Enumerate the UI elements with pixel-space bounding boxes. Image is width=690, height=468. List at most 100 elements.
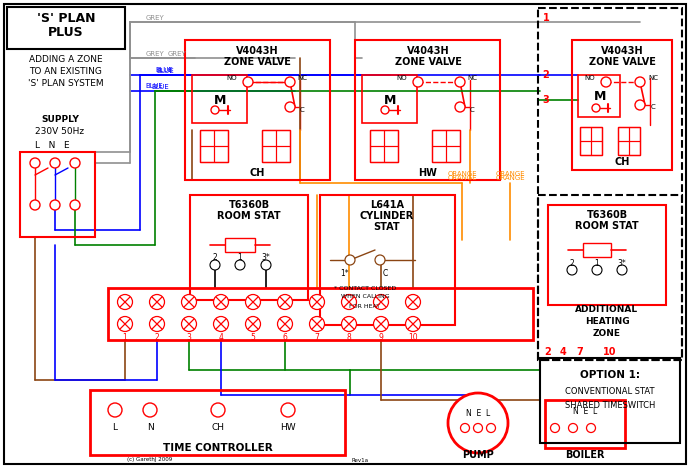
Circle shape — [455, 102, 465, 112]
Bar — [446, 146, 460, 162]
Text: Rev1a: Rev1a — [351, 458, 368, 462]
Circle shape — [30, 200, 40, 210]
Circle shape — [342, 316, 357, 331]
Text: PUMP: PUMP — [462, 450, 494, 460]
Circle shape — [70, 158, 80, 168]
Text: ZONE: ZONE — [593, 329, 621, 338]
Bar — [538, 195, 682, 360]
Text: 7: 7 — [577, 347, 583, 357]
Bar — [591, 141, 602, 155]
Text: ORANGE: ORANGE — [495, 175, 525, 181]
Text: PLUS: PLUS — [48, 27, 83, 39]
Text: 3*: 3* — [618, 258, 627, 268]
Text: 2: 2 — [542, 70, 549, 80]
Circle shape — [117, 294, 132, 309]
Circle shape — [592, 104, 600, 112]
Circle shape — [150, 294, 164, 309]
Bar — [225, 238, 255, 252]
Circle shape — [635, 77, 645, 87]
Bar — [262, 130, 276, 146]
Text: 1: 1 — [542, 13, 549, 23]
Bar — [200, 130, 214, 146]
Text: OPTION 1:: OPTION 1: — [580, 370, 640, 380]
Bar — [446, 130, 460, 146]
Text: BLUE: BLUE — [155, 67, 172, 73]
Circle shape — [373, 294, 388, 309]
Bar — [618, 141, 629, 155]
Circle shape — [277, 316, 293, 331]
Bar — [370, 130, 398, 162]
Circle shape — [473, 424, 482, 432]
Bar — [108, 288, 533, 340]
Text: NC: NC — [297, 75, 307, 81]
Bar — [538, 8, 682, 360]
Text: 8: 8 — [346, 332, 351, 342]
Circle shape — [277, 294, 293, 309]
Text: 3: 3 — [542, 95, 549, 105]
Text: GREY: GREY — [146, 51, 164, 57]
Circle shape — [448, 393, 508, 453]
Circle shape — [211, 106, 219, 114]
Text: L: L — [112, 424, 117, 432]
Text: 9: 9 — [379, 332, 384, 342]
Text: M: M — [384, 94, 396, 107]
Circle shape — [310, 316, 324, 331]
Text: CONVENTIONAL STAT: CONVENTIONAL STAT — [565, 388, 655, 396]
Text: 1: 1 — [237, 254, 242, 263]
Bar — [200, 146, 214, 162]
Text: ZONE VALVE: ZONE VALVE — [224, 57, 290, 67]
Bar — [262, 146, 276, 162]
Text: 2: 2 — [155, 332, 159, 342]
Circle shape — [143, 403, 157, 417]
Text: 'S' PLAN SYSTEM: 'S' PLAN SYSTEM — [28, 80, 104, 88]
Text: C: C — [470, 107, 475, 113]
Text: HEATING: HEATING — [584, 317, 629, 327]
Circle shape — [345, 255, 355, 265]
Bar — [192, 75, 247, 123]
Text: 1: 1 — [595, 258, 600, 268]
Text: ZONE VALVE: ZONE VALVE — [395, 57, 462, 67]
Text: 1*: 1* — [341, 269, 349, 278]
Text: * CONTACT CLOSED: * CONTACT CLOSED — [334, 285, 396, 291]
Bar — [320, 195, 455, 325]
Text: V4043H: V4043H — [601, 46, 643, 56]
Circle shape — [243, 77, 253, 87]
Bar — [629, 127, 640, 141]
Circle shape — [211, 403, 225, 417]
Circle shape — [181, 316, 197, 331]
Text: ORANGE: ORANGE — [447, 175, 477, 181]
Text: C: C — [299, 107, 304, 113]
Text: NC: NC — [648, 75, 658, 81]
Circle shape — [117, 316, 132, 331]
Text: SHARED TIMESWITCH: SHARED TIMESWITCH — [565, 402, 656, 410]
Circle shape — [586, 424, 595, 432]
Text: 10: 10 — [603, 347, 617, 357]
Text: L   N   E: L N E — [34, 140, 69, 149]
Bar — [384, 130, 398, 146]
Circle shape — [551, 424, 560, 432]
Bar — [370, 146, 384, 162]
Text: N  E  L: N E L — [466, 409, 490, 417]
Bar — [540, 358, 680, 443]
Text: HW: HW — [419, 168, 437, 178]
Bar — [355, 40, 500, 180]
Bar — [578, 75, 620, 117]
Circle shape — [181, 294, 197, 309]
Text: BLUE: BLUE — [151, 84, 169, 90]
Circle shape — [213, 316, 228, 331]
Circle shape — [70, 200, 80, 210]
Circle shape — [592, 265, 602, 275]
Bar — [190, 195, 308, 300]
Bar — [580, 127, 591, 141]
Text: (c) GarethJ 2009: (c) GarethJ 2009 — [128, 458, 172, 462]
Bar — [7, 7, 125, 49]
Circle shape — [617, 265, 627, 275]
Bar — [580, 127, 602, 155]
Text: V4043H: V4043H — [406, 46, 449, 56]
Circle shape — [460, 424, 469, 432]
Text: 4: 4 — [219, 332, 224, 342]
Circle shape — [381, 106, 389, 114]
Text: N  E  L: N E L — [573, 407, 597, 416]
Circle shape — [455, 77, 465, 87]
Bar — [362, 75, 417, 123]
